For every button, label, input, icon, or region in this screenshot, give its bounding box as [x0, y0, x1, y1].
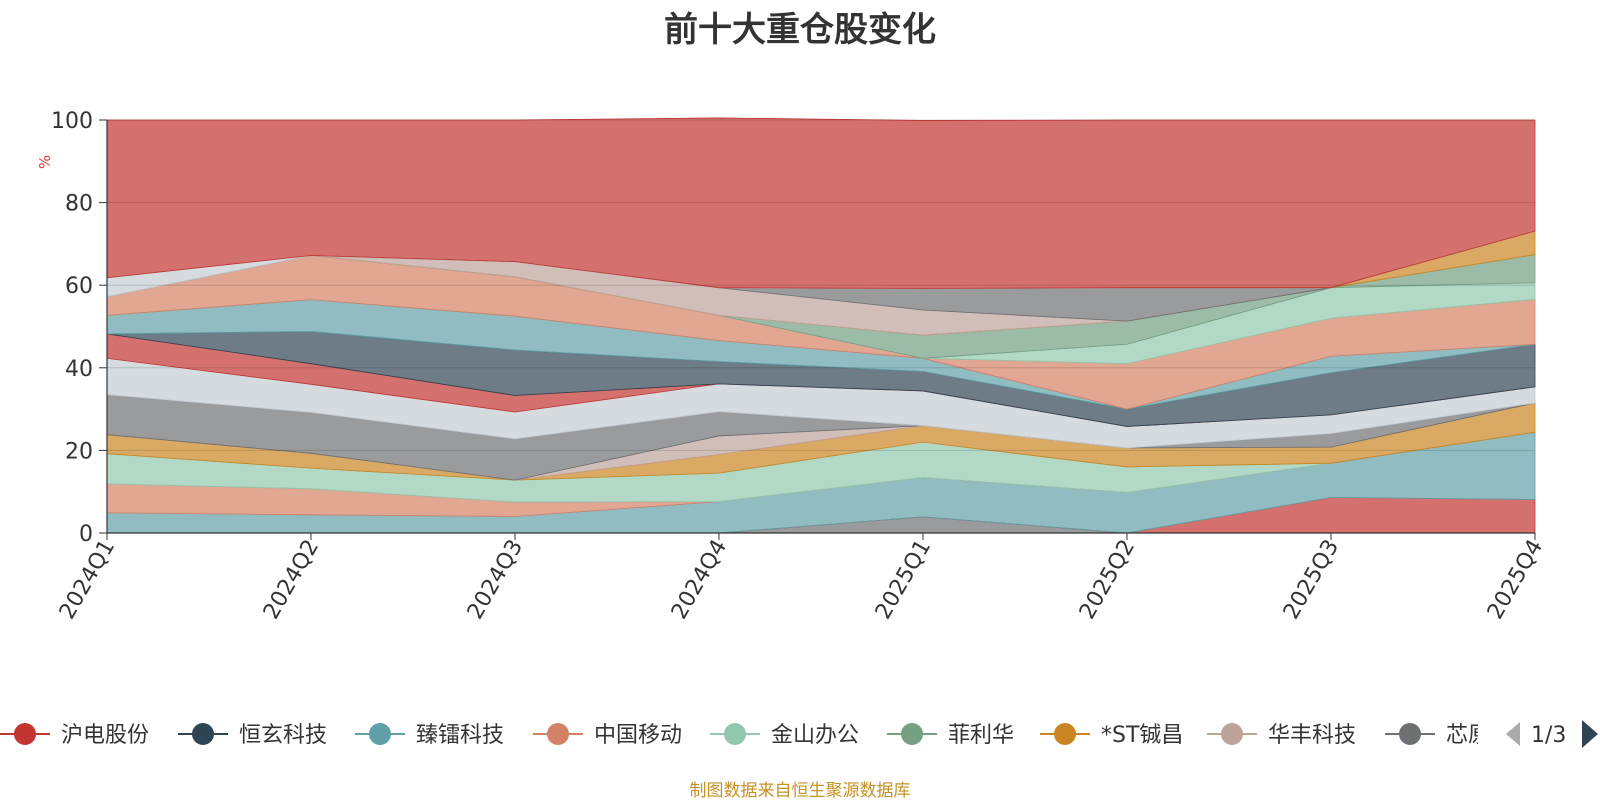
legend-label-6: *ST铖昌: [1101, 723, 1183, 748]
legend-items: 沪电股份 恒玄科技 臻镭科技 中国移动 金山办公 菲利华 *ST铖昌 华丰科技 芯原: [0, 723, 1490, 748]
legend-page-indicator: 1/3: [1531, 723, 1566, 748]
chart-title: 前十大重仓股变化: [664, 10, 936, 50]
legend-item-6[interactable]: *ST铖昌: [1040, 723, 1183, 748]
x-tick-label-3: 2024Q4: [667, 536, 732, 624]
legend-marker-2: [369, 723, 391, 745]
legend-label-0: 沪电股份: [61, 723, 149, 748]
legend-marker-8: [1399, 723, 1421, 745]
legend-label-3: 中国移动: [594, 723, 682, 748]
legend-label-8: 芯原: [1446, 723, 1490, 748]
y-tick-label-5: 100: [51, 109, 93, 134]
legend-item-5[interactable]: 菲利华: [887, 723, 1014, 748]
area-series-group: [106, 117, 1536, 534]
x-tick-label-2: 2024Q3: [463, 536, 528, 624]
x-tick-label-0: 2024Q1: [55, 536, 120, 624]
y-tick-label-4: 80: [65, 192, 93, 217]
legend-item-1[interactable]: 恒玄科技: [178, 723, 327, 748]
legend-item-2[interactable]: 臻镭科技: [355, 723, 504, 748]
legend-marker-0: [14, 723, 36, 745]
legend-prev-icon[interactable]: [1506, 722, 1520, 746]
legend-marker-3: [547, 723, 569, 745]
legend-item-3[interactable]: 中国移动: [533, 723, 682, 748]
legend-item-0[interactable]: 沪电股份: [0, 723, 149, 748]
legend-marker-6: [1054, 723, 1076, 745]
legend-label-5: 菲利华: [948, 723, 1014, 748]
legend-item-4[interactable]: 金山办公: [710, 723, 859, 748]
legend: 沪电股份 恒玄科技 臻镭科技 中国移动 金山办公 菲利华 *ST铖昌 华丰科技 芯原 1/3: [0, 720, 1598, 748]
legend-label-4: 金山办公: [771, 723, 859, 748]
legend-next-icon[interactable]: [1582, 720, 1598, 748]
legend-marker-1: [192, 723, 214, 745]
legend-item-7[interactable]: 华丰科技: [1207, 723, 1356, 748]
area-series-19: [106, 117, 1536, 289]
y-tick-label-1: 20: [65, 439, 93, 464]
y-tick-label-3: 60: [65, 274, 93, 299]
legend-label-7: 华丰科技: [1268, 723, 1356, 748]
legend-marker-4: [724, 723, 746, 745]
legend-label-2: 臻镭科技: [416, 723, 504, 748]
y-axis-label: %: [36, 155, 54, 169]
data-source-note: 制图数据来自恒生聚源数据库: [689, 781, 911, 801]
legend-marker-7: [1221, 723, 1243, 745]
legend-marker-5: [901, 723, 923, 745]
y-tick-label-0: 0: [79, 522, 93, 547]
y-tick-label-2: 40: [65, 357, 93, 382]
legend-label-1: 恒玄科技: [239, 723, 327, 748]
x-tick-label-1: 2024Q2: [259, 536, 324, 624]
x-tick-label-4: 2025Q1: [871, 536, 936, 624]
x-tick-label-5: 2025Q2: [1075, 536, 1140, 624]
x-tick-label-7: 2025Q4: [1483, 536, 1548, 624]
x-tick-label-6: 2025Q3: [1279, 536, 1344, 624]
legend-item-8[interactable]: 芯原: [1385, 723, 1490, 748]
